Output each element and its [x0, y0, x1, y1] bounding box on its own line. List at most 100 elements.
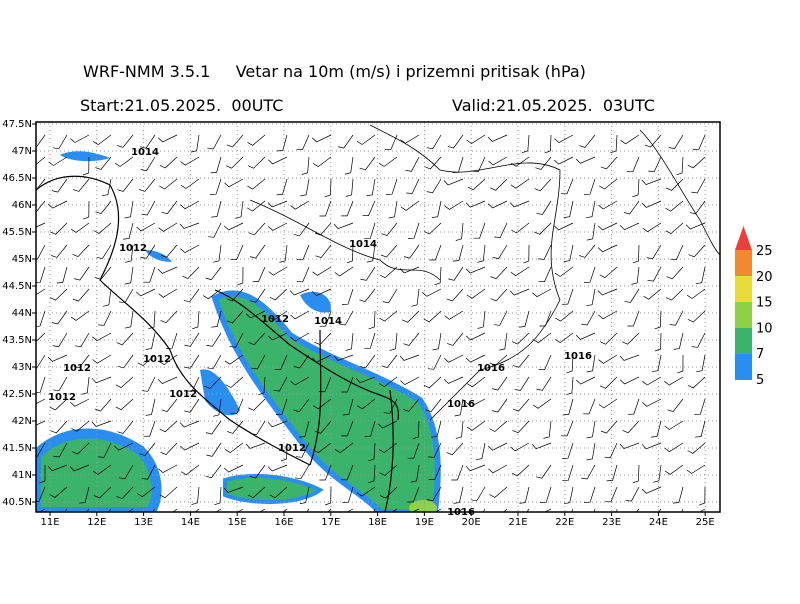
wind-barb — [205, 266, 222, 281]
wind-barb — [584, 486, 596, 503]
wind-barb — [48, 200, 68, 209]
wind-barb — [159, 420, 178, 433]
colorbar-cell — [735, 226, 752, 250]
wind-barb — [213, 244, 222, 263]
wind-barb — [621, 332, 640, 345]
wind-barb — [160, 442, 178, 456]
wind-barb — [139, 178, 156, 192]
wind-barb — [213, 398, 222, 417]
wind-barb — [182, 266, 200, 279]
lat-tick-label: 47.5N — [2, 119, 32, 130]
wind-barb — [117, 134, 134, 148]
wind-barb — [36, 332, 46, 343]
wind-barb — [599, 178, 618, 190]
wind-barb — [267, 332, 288, 341]
wind-barb — [252, 266, 266, 282]
wind-barb — [36, 134, 46, 149]
map-frame — [35, 121, 721, 513]
wind-barb — [641, 442, 662, 450]
wind-barb — [181, 464, 200, 476]
wind-barb — [626, 156, 640, 173]
wind-barb — [641, 200, 662, 208]
wind-barb — [143, 420, 156, 437]
wind-barb — [512, 420, 530, 434]
isobar-label: 1012 — [169, 389, 197, 400]
wind-barb — [299, 486, 310, 504]
wind-barb — [380, 244, 398, 258]
wind-barb — [566, 354, 574, 374]
wind-barb — [158, 354, 178, 366]
wind-barb — [341, 464, 354, 481]
wind-barb — [510, 266, 530, 277]
wind-barb — [400, 376, 420, 386]
wind-barb — [560, 178, 574, 195]
wind-barb — [346, 244, 354, 264]
wind-barb — [368, 442, 376, 462]
wind-barb — [36, 222, 46, 228]
lat-tick-label: 44N — [12, 308, 32, 319]
wind-barb — [691, 332, 706, 348]
wind-barb — [455, 222, 464, 241]
wind-barb — [227, 420, 244, 434]
wind-barb — [510, 178, 530, 189]
wind-barb — [203, 288, 222, 300]
wind-barb — [226, 310, 244, 324]
wind-barb — [581, 464, 596, 480]
wind-barb — [117, 354, 134, 369]
wind-barb — [599, 266, 618, 279]
wind-barb — [319, 464, 332, 481]
wind-barb — [632, 178, 640, 198]
lat-tick-label: 46N — [12, 200, 32, 211]
wind-barb — [686, 464, 706, 474]
wind-barb — [586, 200, 596, 219]
wind-barb — [583, 266, 596, 283]
wind-barb — [465, 332, 486, 341]
wind-barb — [498, 332, 508, 351]
colorbar-label: 25 — [756, 244, 773, 259]
wind-barb — [114, 442, 134, 451]
wind-barb — [444, 310, 464, 320]
wind-barb — [670, 244, 684, 260]
wind-barb — [599, 376, 618, 389]
wind-barb — [685, 222, 706, 230]
wind-barb — [379, 310, 398, 322]
wind-barb — [225, 376, 244, 388]
wind-barb — [225, 156, 244, 169]
wind-barb — [159, 156, 178, 169]
wind-barb — [489, 486, 508, 498]
wind-barb — [314, 222, 332, 236]
wind-barb — [619, 442, 640, 450]
lat-tick-label: 43.5N — [2, 335, 32, 346]
wind-barb — [248, 222, 266, 236]
colorbar-label: 15 — [756, 296, 773, 311]
wind-barb — [399, 266, 420, 274]
wind-barb — [489, 420, 508, 432]
wind-barb — [116, 332, 134, 346]
wind-barb — [407, 222, 420, 239]
wind-barb — [211, 310, 222, 328]
colorbar-cell — [735, 250, 752, 276]
wind-barb — [296, 244, 310, 261]
wind-barb — [289, 288, 310, 296]
wind-barb — [247, 200, 266, 212]
wind-barb — [145, 398, 156, 416]
wind-barb — [667, 398, 684, 413]
wind-barb — [206, 442, 222, 457]
wind-barb — [411, 288, 420, 307]
wind-barb — [314, 420, 332, 434]
lon-tick-label: 23E — [602, 517, 621, 528]
wind-barb — [36, 156, 46, 165]
wind-barb — [268, 310, 288, 321]
wind-barb — [140, 134, 156, 149]
wind-barb — [689, 200, 706, 215]
wind-barb — [140, 156, 156, 171]
wind-barb — [534, 222, 552, 235]
wind-barb — [92, 134, 112, 146]
map: 11E 12E 13E 14E 15E 16E 17E 18E 19E 20E 21E 22E 23E 2… — [2, 119, 721, 528]
isobar-label: 1014 — [349, 239, 377, 250]
wind-barb — [267, 464, 288, 472]
wind-barb — [443, 376, 464, 384]
wind-barb — [575, 332, 596, 340]
wind-barb — [157, 266, 178, 274]
wind-barb — [575, 156, 596, 164]
